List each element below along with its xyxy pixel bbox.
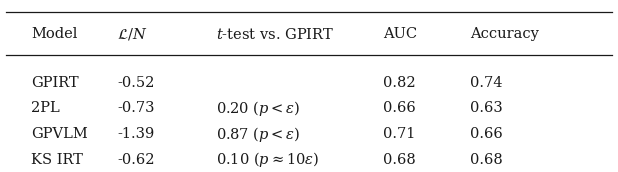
Text: -0.73: -0.73 xyxy=(117,101,155,115)
Text: 0.87 $(p < \varepsilon)$: 0.87 $(p < \varepsilon)$ xyxy=(216,125,300,144)
Text: -1.39: -1.39 xyxy=(117,127,154,141)
Text: 0.68: 0.68 xyxy=(470,153,502,167)
Text: KS IRT: KS IRT xyxy=(31,153,83,167)
Text: 2PL: 2PL xyxy=(31,101,60,115)
Text: 0.66: 0.66 xyxy=(383,101,416,115)
Text: 0.71: 0.71 xyxy=(383,127,415,141)
Text: 0.20 $(p < \varepsilon)$: 0.20 $(p < \varepsilon)$ xyxy=(216,99,300,118)
Text: -0.62: -0.62 xyxy=(117,153,155,167)
Text: $t$-test vs. GPIRT: $t$-test vs. GPIRT xyxy=(216,27,335,42)
Text: 0.10 $(p \approx 10\varepsilon)$: 0.10 $(p \approx 10\varepsilon)$ xyxy=(216,150,320,169)
Text: 0.74: 0.74 xyxy=(470,76,502,90)
Text: GPVLM: GPVLM xyxy=(31,127,88,141)
Text: GPIRT: GPIRT xyxy=(31,76,78,90)
Text: 0.63: 0.63 xyxy=(470,101,502,115)
Text: 0.82: 0.82 xyxy=(383,76,416,90)
Text: Accuracy: Accuracy xyxy=(470,27,538,41)
Text: 0.66: 0.66 xyxy=(470,127,502,141)
Text: Model: Model xyxy=(31,27,77,41)
Text: AUC: AUC xyxy=(383,27,417,41)
Text: 0.68: 0.68 xyxy=(383,153,416,167)
Text: $\mathcal{L}/N$: $\mathcal{L}/N$ xyxy=(117,26,148,42)
Text: -0.52: -0.52 xyxy=(117,76,154,90)
